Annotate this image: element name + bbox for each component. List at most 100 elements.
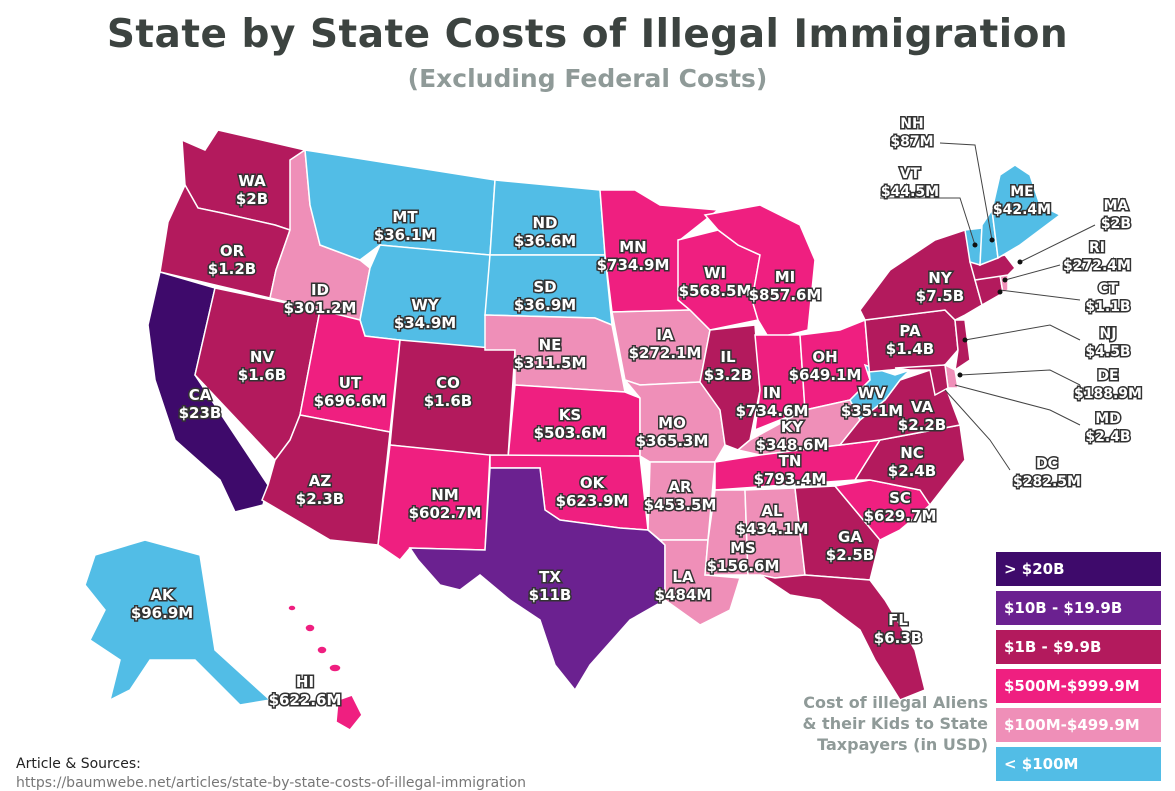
state-label-ma-value: $2B: [1101, 216, 1131, 232]
state-in: [754, 334, 806, 432]
state-label-ky-abbr: KY: [781, 418, 805, 436]
state-ms: [704, 489, 749, 576]
legend-item-1to10b: $1B - $9.9B: [996, 630, 1161, 664]
legend-caption-line1: Cost of illegal Aliens: [803, 693, 988, 712]
state-me: [991, 164, 1062, 260]
state-label-ak-abbr: AK: [150, 586, 175, 604]
state-label-nj-value: $4.5B: [1085, 344, 1130, 360]
state-mi: [703, 204, 816, 341]
state-label-in-abbr: IN: [763, 384, 781, 402]
nj-dot: [962, 337, 968, 343]
state-label-ar-value: $453.5M: [644, 496, 717, 514]
state-ny: [859, 229, 983, 321]
state-label-nj-abbr: NJ: [1100, 326, 1117, 342]
legend-caption-line2: & their Kids to State: [802, 714, 988, 733]
state-label-wa-abbr: WA: [238, 172, 266, 190]
state-label-la-abbr: LA: [672, 568, 694, 586]
state-label-sd-abbr: SD: [533, 278, 556, 296]
state-label-az-value: $2.3B: [296, 490, 344, 508]
state-md: [894, 364, 949, 397]
map-title: State by State Costs of Illegal Immigrat…: [106, 12, 1069, 57]
state-label-wa-value: $2B: [236, 190, 268, 208]
state-label-tx-value: $11B: [529, 586, 572, 604]
state-label-nv-abbr: NV: [250, 348, 275, 366]
state-hi: [287, 604, 363, 731]
state-label-ms-abbr: MS: [730, 539, 756, 557]
state-label-va-value: $2.2B: [898, 416, 946, 434]
state-label-mi-value: $857.6M: [749, 286, 822, 304]
state-ga: [794, 485, 881, 581]
state-label-ia-abbr: IA: [656, 326, 674, 344]
state-label-ks-abbr: KS: [559, 406, 581, 424]
state-label-oh-value: $649.1M: [789, 366, 862, 384]
legend-item-gt20b: > $20B: [996, 552, 1161, 586]
state-label-ok-abbr: OK: [580, 474, 606, 492]
state-label-ct-abbr: CT: [1098, 281, 1118, 297]
state-label-mn-abbr: MN: [619, 238, 646, 256]
legend-caption: Cost of illegal Aliens & their Kids to S…: [770, 692, 988, 755]
state-label-nm-abbr: NM: [431, 486, 458, 504]
state-label-az-abbr: AZ: [309, 472, 332, 490]
state-label-dc-abbr: DC: [1036, 456, 1058, 472]
state-label-nd-abbr: ND: [532, 214, 557, 232]
state-label-nc-abbr: NC: [900, 444, 924, 462]
state-label-md-value: $2.4B: [1085, 429, 1130, 445]
state-label-ut-abbr: UT: [339, 374, 362, 392]
state-label-ne-abbr: NE: [539, 336, 562, 354]
state-label-mi-abbr: MI: [775, 268, 796, 286]
state-label-co-value: $1.6B: [424, 392, 472, 410]
state-tx: [408, 467, 666, 692]
state-label-id-abbr: ID: [311, 281, 329, 299]
legend-item-500mto1b: $500M-$999.9M: [996, 669, 1161, 703]
state-label-wy-abbr: WY: [411, 296, 440, 314]
state-label-ia-value: $272.1M: [629, 344, 702, 362]
state-label-mo-abbr: MO: [658, 414, 686, 432]
state-label-al-abbr: AL: [761, 502, 783, 520]
legend-item-100mto500m: $100M-$499.9M: [996, 708, 1161, 742]
state-label-de-abbr: DE: [1097, 368, 1118, 384]
ri-dot: [1002, 277, 1008, 283]
state-label-wi-value: $568.5M: [679, 282, 752, 300]
state-label-wi-abbr: WI: [704, 264, 726, 282]
state-label-tn-abbr: TN: [779, 452, 802, 470]
legend-caption-line3: Taxpayers (in USD): [817, 735, 988, 754]
state-label-id-value: $301.2M: [284, 299, 357, 317]
state-label-mo-value: $365.3M: [636, 432, 709, 450]
state-ak: [84, 539, 272, 706]
state-label-ny-value: $7.5B: [916, 287, 964, 305]
ma-dot: [1017, 259, 1023, 265]
state-label-wy-value: $34.9M: [394, 314, 456, 332]
state-label-pa-value: $1.4B: [886, 340, 934, 358]
sources-link[interactable]: https://baumwebe.net/articles/state-by-s…: [16, 775, 527, 791]
state-label-nh-value: $87M: [890, 134, 933, 150]
state-label-nm-value: $602.7M: [409, 504, 482, 522]
state-label-fl-abbr: FL: [888, 611, 908, 629]
state-label-co-abbr: CO: [436, 374, 460, 392]
state-label-dc-value: $282.5M: [1013, 474, 1081, 490]
vt-dot: [972, 242, 978, 248]
state-label-sd-value: $36.9M: [514, 296, 576, 314]
state-label-ri-abbr: RI: [1089, 240, 1105, 256]
state-label-ms-value: $156.6M: [707, 557, 780, 575]
state-label-va-abbr: VA: [911, 398, 934, 416]
state-nj: [954, 319, 971, 372]
state-label-or-value: $1.2B: [208, 260, 256, 278]
state-mo: [622, 378, 726, 463]
state-label-nd-value: $36.6M: [514, 232, 576, 250]
state-label-ca-abbr: CA: [189, 386, 212, 404]
state-label-nv-value: $1.6B: [238, 366, 286, 384]
nh-dot: [989, 237, 995, 243]
state-label-wv-abbr: WV: [858, 384, 887, 402]
state-label-il-abbr: IL: [720, 348, 736, 366]
state-label-ca-value: $23B: [179, 404, 222, 422]
state-label-ma-abbr: MA: [1104, 198, 1129, 214]
state-label-ri-value: $272.4M: [1063, 258, 1131, 274]
state-fl: [759, 574, 926, 701]
state-label-nc-value: $2.4B: [888, 462, 936, 480]
state-label-ny-abbr: NY: [928, 269, 953, 287]
state-label-ok-value: $623.9M: [556, 492, 629, 510]
state-label-oh-abbr: OH: [812, 348, 837, 366]
state-label-vt-abbr: VT: [900, 166, 921, 182]
state-label-hi-abbr: HI: [296, 673, 314, 691]
